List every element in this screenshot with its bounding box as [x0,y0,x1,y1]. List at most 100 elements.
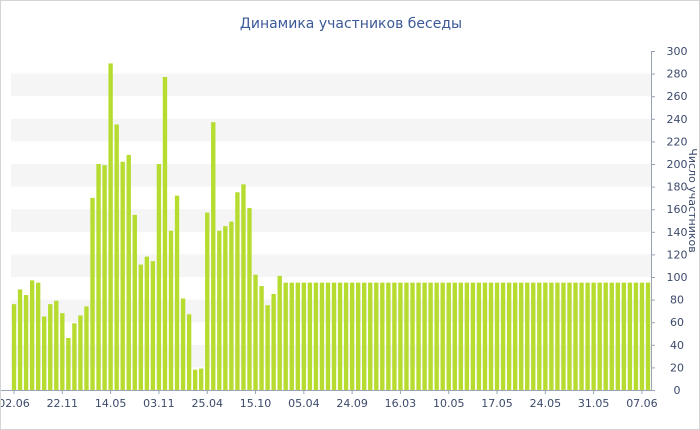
bar [102,165,107,390]
bar [259,286,264,390]
bar [180,298,186,390]
y-axis-label: Число участников [686,148,699,252]
bar [265,305,270,390]
bar [144,256,150,390]
bar [368,282,373,390]
bar [470,282,476,390]
bar [591,282,596,390]
bar [192,369,198,390]
y-tick-label: 300 [667,45,688,58]
bar [23,295,29,390]
bar [519,282,524,390]
bar [223,226,228,390]
x-tick-label: 24.05 [530,397,562,410]
bar [319,282,325,390]
x-tick-label: 05.04 [288,397,320,410]
bar [567,282,572,390]
bar [398,282,403,390]
grid-band [11,299,651,323]
y-tick-label: 20 [670,361,684,374]
bar [241,184,246,390]
x-tick-label: 25.04 [191,397,223,410]
x-tick-label: 31.05 [578,397,610,410]
x-tick-label: 15.10 [240,397,272,410]
x-axis-ticks: 02.06 22.11 14.05 03.11 25.04 15.10 05.04 24.09… [1,390,658,410]
bar [482,282,488,390]
bar [452,282,457,390]
bar [512,282,518,390]
y-tick-label: 0 [674,384,681,397]
bar [386,282,391,390]
bar [343,282,349,390]
bar [561,282,566,390]
bar [531,282,536,390]
bar [277,275,282,390]
bar [440,282,445,390]
grid-band [11,254,651,277]
bar [29,280,35,390]
y-tick-label: 160 [667,203,688,216]
grid-band [11,164,651,187]
bar [78,315,83,390]
x-tick-label: 03.11 [143,397,175,410]
y-tick-label: 220 [667,135,688,148]
bar [108,63,113,391]
bar [392,282,397,390]
y-tick-label: 260 [667,90,688,103]
x-tick-label: 17.05 [481,397,513,410]
y-tick-label: 40 [670,339,684,352]
bar [84,306,89,390]
bar [54,300,59,390]
bar [295,282,300,390]
bar [199,368,204,390]
bar [464,282,470,390]
bar [416,282,421,390]
bar [120,161,125,390]
bar [525,282,530,390]
bar [573,282,578,390]
x-tick-label: 14.05 [95,397,127,410]
bar [615,282,620,390]
y-tick-label: 120 [667,248,688,261]
bar [500,282,506,390]
bar [313,282,319,390]
bar [96,164,101,390]
bar [488,282,494,390]
bar [356,282,361,390]
bar-series [11,63,651,391]
x-tick-label: 22.11 [47,397,79,410]
bar [253,274,258,390]
bar [60,313,65,390]
bar [138,264,143,390]
bar [609,282,614,390]
bar [374,282,379,390]
y-tick-label: 180 [667,181,688,194]
bar [17,289,23,390]
bar [331,282,337,390]
bar [186,314,192,390]
bar [205,212,210,390]
bar [579,282,584,390]
grid-band [11,209,651,232]
bar [428,282,433,390]
bar [271,293,276,390]
bar [211,122,216,390]
bar [422,282,427,390]
bar [555,282,560,390]
bar [126,154,131,390]
bar [150,261,156,390]
bar [174,195,180,390]
bar [404,282,409,390]
y-axis-ticks: 0 20 40 60 80 100 120 140 160 180 200 220 240 260 280 3… [651,45,688,397]
y-tick-label: 60 [670,316,684,329]
x-tick-label: 10.05 [433,397,465,410]
bar [217,230,222,390]
y-tick-label: 240 [667,113,688,126]
bar [506,282,512,390]
x-tick-label: 16.03 [385,397,417,410]
bar [72,323,77,390]
bar [633,282,639,390]
bar [494,282,500,390]
x-tick-label: 24.09 [336,397,368,410]
